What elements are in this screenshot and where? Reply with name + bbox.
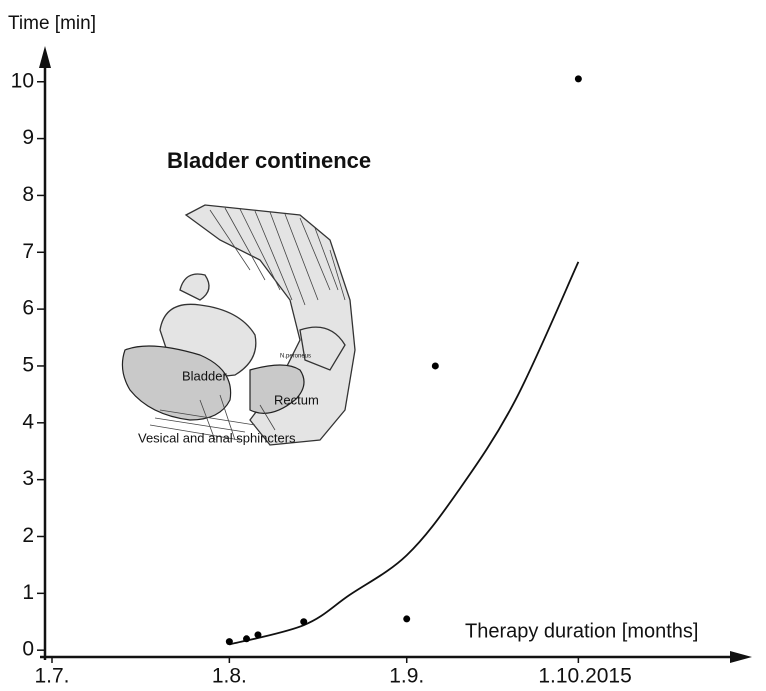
y-tick-label: 10	[11, 69, 34, 92]
y-tick-label: 3	[22, 467, 34, 490]
y-axis-arrow	[39, 46, 51, 68]
data-point	[254, 631, 261, 638]
y-axis-label: Time [min]	[8, 13, 96, 34]
y-tick-label: 2	[22, 524, 34, 547]
data-point	[432, 362, 439, 369]
chart-title: Bladder continence	[167, 148, 371, 173]
data-point	[403, 615, 410, 622]
data-point	[243, 635, 250, 642]
chart: Bladder Rectum Vesical and anal sphincte…	[0, 0, 766, 691]
x-tick-label: 1.7.	[34, 665, 69, 688]
y-tick-label: 5	[22, 354, 34, 377]
data-point	[575, 75, 582, 82]
data-point	[226, 638, 233, 645]
y-tick-label: 6	[22, 297, 34, 320]
sphincters-label: Vesical and anal sphincters	[138, 430, 296, 445]
rectum-label: Rectum	[274, 392, 319, 407]
y-tick-label: 7	[22, 240, 34, 263]
x-axis-arrow	[730, 651, 752, 663]
bladder-label: Bladder	[182, 368, 227, 383]
y-tick-label: 9	[22, 126, 34, 149]
nerve-label: N.peroneus	[280, 354, 311, 360]
y-tick-label: 4	[22, 410, 34, 433]
x-axis-label: Therapy duration [months]	[465, 620, 698, 642]
y-tick-label: 0	[22, 638, 34, 661]
x-tick-label: 1.10.2015	[538, 665, 631, 688]
x-tick-label: 1.9.	[389, 665, 424, 688]
data-point	[300, 618, 307, 625]
anatomy-illustration	[122, 205, 355, 445]
y-tick-label: 1	[22, 581, 34, 604]
y-tick-label: 8	[22, 183, 34, 206]
trend-curve	[229, 262, 578, 645]
x-tick-label: 1.8.	[212, 665, 247, 688]
